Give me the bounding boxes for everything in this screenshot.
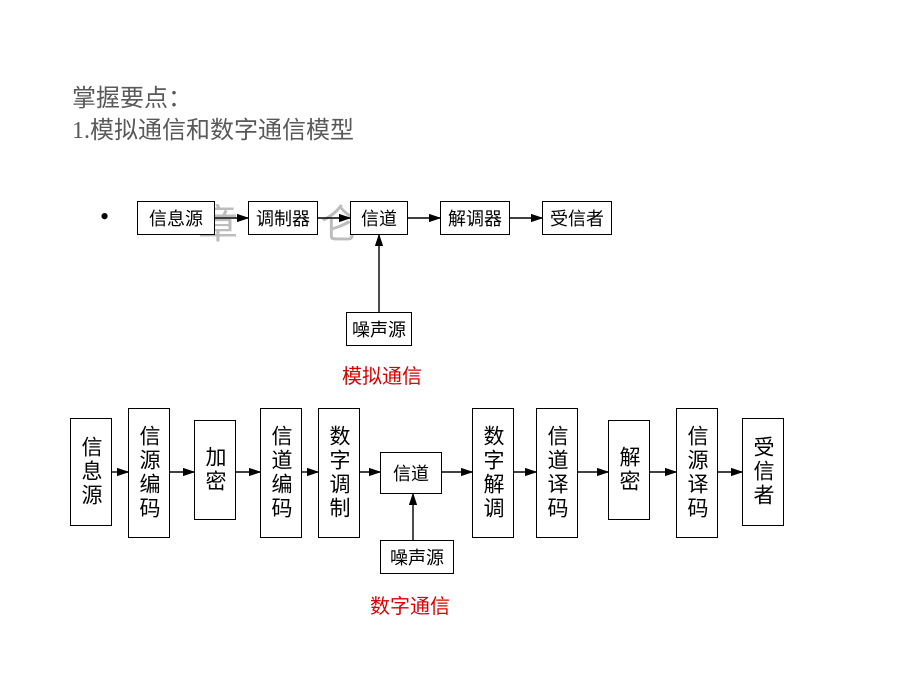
bullet-dot: • <box>100 202 109 232</box>
digital-box-label-dn: 噪声源 <box>390 544 444 570</box>
analog-box-a5: 受信者 <box>542 201 612 235</box>
digital-box-d10: 信源译码 <box>676 408 718 538</box>
analog-box-label-a2: 调制器 <box>256 205 310 231</box>
analog-box-label-a3: 信道 <box>361 205 397 231</box>
digital-box-dn: 噪声源 <box>380 540 454 574</box>
digital-box-d5: 数字调制 <box>318 408 360 538</box>
analog-box-label-a4: 解调器 <box>448 205 502 231</box>
digital-box-d7: 数字解调 <box>472 408 514 538</box>
digital-box-label-d10: 信源译码 <box>682 425 712 521</box>
digital-box-d1: 信息源 <box>70 418 112 526</box>
digital-box-label-d2: 信源编码 <box>134 425 164 521</box>
heading-line1: 掌握要点： <box>72 78 192 113</box>
digital-box-label-d8: 信道译码 <box>542 425 572 521</box>
analog-box-label-a1: 信息源 <box>149 205 203 231</box>
digital-box-d9: 解密 <box>608 420 650 520</box>
digital-box-label-d6: 信道 <box>393 460 429 486</box>
digital-box-d8: 信道译码 <box>536 408 578 538</box>
digital-box-d6: 信道 <box>380 452 442 494</box>
digital-box-label-d5: 数字调制 <box>324 425 354 521</box>
digital-box-d4: 信道编码 <box>260 408 302 538</box>
analog-box-label-a5: 受信者 <box>550 205 604 231</box>
analog-box-an: 噪声源 <box>346 312 412 346</box>
digital-box-d3: 加密 <box>194 420 236 520</box>
digital-box-label-d3: 加密 <box>200 446 230 494</box>
analog-box-a1: 信息源 <box>137 201 215 235</box>
digital-box-label-d11: 受信者 <box>748 436 778 508</box>
digital-box-d11: 受信者 <box>742 418 784 526</box>
analog-box-label-an: 噪声源 <box>352 316 406 342</box>
analog-box-a3: 信道 <box>350 201 408 235</box>
digital-caption: 数字通信 <box>370 590 450 619</box>
digital-box-label-d7: 数字解调 <box>478 425 508 521</box>
heading-line2: 1.模拟通信和数字通信模型 <box>72 110 354 145</box>
digital-box-label-d1: 信息源 <box>76 436 106 508</box>
digital-box-d2: 信源编码 <box>128 408 170 538</box>
digital-box-label-d4: 信道编码 <box>266 425 296 521</box>
analog-box-a4: 解调器 <box>440 201 510 235</box>
analog-caption: 模拟通信 <box>342 360 422 389</box>
analog-box-a2: 调制器 <box>248 201 318 235</box>
digital-box-label-d9: 解密 <box>614 446 644 494</box>
